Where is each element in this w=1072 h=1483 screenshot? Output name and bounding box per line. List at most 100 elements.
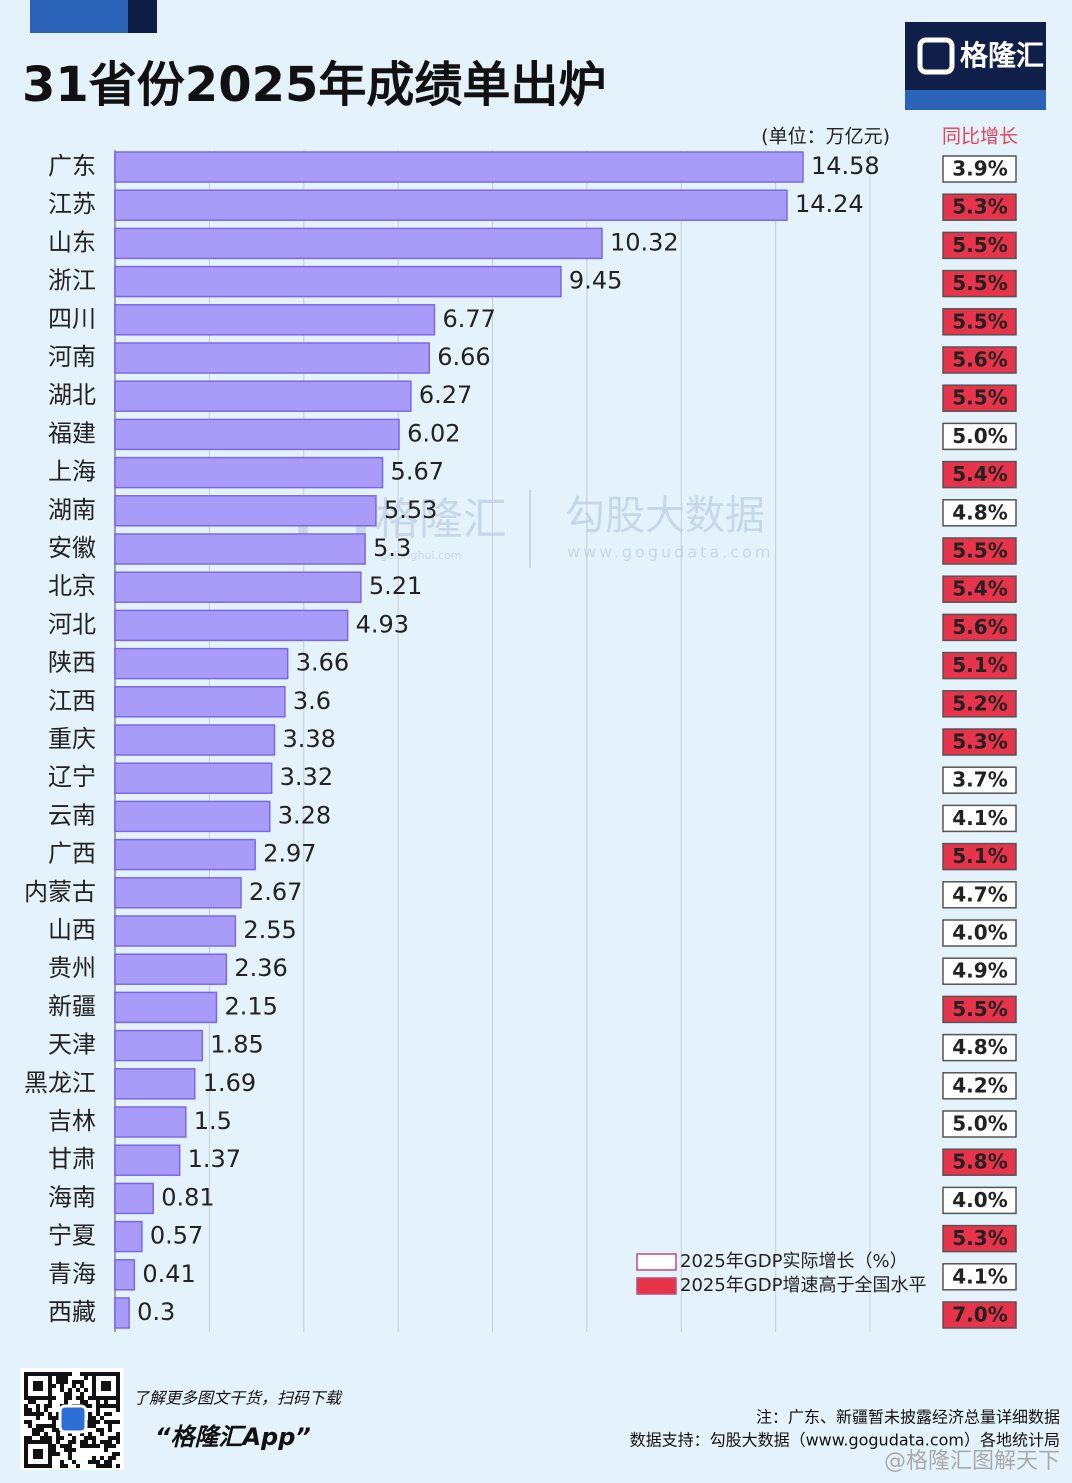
qr-cell — [60, 1380, 64, 1384]
growth-label: 5.5% — [952, 271, 1007, 295]
qr-cell — [52, 1448, 56, 1452]
qr-cell — [56, 1416, 60, 1420]
growth-label: 5.3% — [952, 730, 1007, 754]
bar — [114, 647, 289, 680]
qr-cell — [56, 1376, 60, 1380]
growth-box — [942, 193, 1017, 221]
value-label: 3.6 — [293, 687, 331, 715]
value-label: 5.67 — [391, 458, 444, 486]
qr-cell — [96, 1444, 100, 1448]
qr-cell — [104, 1400, 108, 1404]
qr-cell — [52, 1444, 56, 1448]
category-label: 辽宁 — [48, 763, 96, 791]
value-label: 4.93 — [356, 610, 409, 638]
qr-cell — [92, 1436, 96, 1440]
qr-cell — [48, 1400, 52, 1404]
qr-cell — [68, 1396, 72, 1400]
bar — [114, 495, 377, 527]
footer-handle: @格隆汇图解天下 — [884, 1449, 1060, 1474]
qr-cell — [44, 1424, 48, 1428]
qr-cell — [108, 1428, 112, 1432]
growth-label: 5.5% — [952, 539, 1007, 563]
growth-box — [942, 728, 1017, 756]
qr-cell — [44, 1408, 48, 1412]
qr-cell — [108, 1456, 112, 1460]
growth-label: 5.6% — [952, 615, 1007, 639]
qr-cell — [64, 1376, 68, 1380]
growth-box — [942, 957, 1017, 985]
category-label: 吉林 — [48, 1107, 96, 1135]
category-label: 天津 — [48, 1031, 96, 1059]
category-label: 陕西 — [48, 649, 96, 677]
bar — [114, 265, 562, 298]
growth-box — [942, 1072, 1017, 1100]
value-label: 2.67 — [249, 878, 302, 906]
value-label: 0.3 — [137, 1298, 175, 1326]
qr-cell — [92, 1420, 96, 1424]
qr-cell — [88, 1432, 92, 1436]
value-label: 1.69 — [203, 1069, 256, 1097]
category-label: 甘肃 — [48, 1145, 96, 1173]
legend-swatch — [636, 1253, 677, 1271]
value-label: 6.77 — [442, 305, 495, 333]
bar — [114, 724, 276, 756]
bar — [114, 762, 273, 794]
qr-cell — [88, 1412, 92, 1416]
growth-label: 4.7% — [952, 882, 1007, 906]
qr-cell — [80, 1384, 84, 1388]
qr-cell — [92, 1416, 96, 1420]
qr-cell — [88, 1444, 92, 1448]
qr-finder — [24, 1372, 52, 1400]
category-label: 广西 — [48, 840, 96, 868]
value-label: 9.45 — [569, 267, 622, 295]
bar — [114, 304, 436, 336]
qr-cell — [60, 1376, 64, 1380]
growth-label: 5.6% — [952, 348, 1007, 372]
qr-logo — [58, 1404, 88, 1434]
growth-label: 5.8% — [952, 1150, 1007, 1174]
qr-cell — [40, 1436, 44, 1440]
qr-cell — [48, 1412, 52, 1416]
growth-box — [942, 995, 1017, 1024]
legend-label: 2025年GDP增速高于全国水平 — [680, 1275, 926, 1296]
qr-cell — [36, 1416, 40, 1420]
qr-cell — [112, 1404, 116, 1408]
qr-cell — [36, 1428, 40, 1432]
qr-cell — [84, 1376, 88, 1380]
value-label: 5.3 — [373, 534, 411, 562]
qr-cell — [88, 1436, 92, 1440]
qr-cell — [52, 1452, 56, 1456]
qr-cell — [104, 1404, 108, 1408]
category-label: 安徽 — [48, 534, 96, 562]
bar — [114, 342, 431, 374]
qr-cell — [116, 1432, 120, 1436]
qr-finder — [33, 1381, 43, 1391]
qr-finder — [24, 1440, 52, 1468]
qr-cell — [64, 1444, 68, 1448]
header-bar — [30, 0, 130, 33]
bar — [114, 1259, 136, 1291]
qr-cell — [100, 1428, 104, 1432]
qr-cell — [108, 1440, 112, 1444]
watermark-text: www.gogudata.com — [567, 543, 773, 562]
qr-cell — [96, 1412, 100, 1416]
qr-cell — [84, 1404, 88, 1408]
growth-label: 5.5% — [952, 309, 1007, 333]
category-label: 上海 — [48, 458, 96, 486]
category-label: 湖北 — [48, 381, 96, 409]
qr-cell — [84, 1436, 88, 1440]
value-label: 3.28 — [278, 801, 331, 829]
qr-cell — [80, 1396, 84, 1400]
bar — [114, 151, 804, 183]
qr-cell — [28, 1424, 32, 1428]
qr-cell — [24, 1408, 28, 1412]
bar — [114, 838, 256, 871]
bar — [114, 609, 349, 642]
qr-cell — [52, 1384, 56, 1388]
qr-cell — [104, 1444, 108, 1448]
qr-cell — [68, 1452, 72, 1456]
qr-cell — [60, 1444, 64, 1448]
qr-cell — [60, 1388, 64, 1392]
qr-cell — [64, 1392, 68, 1396]
qr-cell — [60, 1464, 64, 1468]
